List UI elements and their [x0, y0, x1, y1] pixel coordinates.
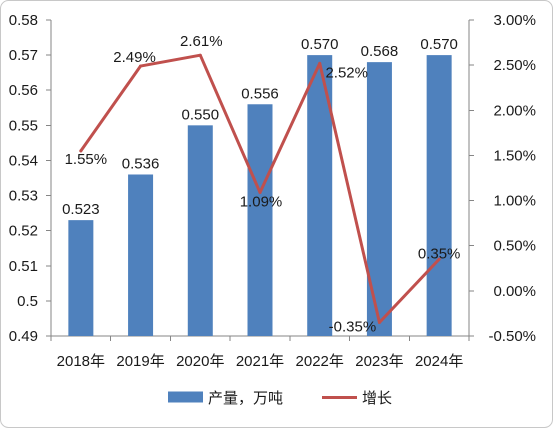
growth-point-2020: [198, 53, 202, 57]
bar-label-2024: 0.570: [420, 36, 458, 53]
y-tick-label: 0.55: [9, 117, 38, 134]
growth-point-2021: [258, 190, 262, 194]
data-labels: 0.523 0.536 0.550 0.556 0.570 0.568 0.570 1.55%…: [62, 33, 460, 335]
growth-label-2019: 2.49%: [113, 49, 156, 66]
x-tick-label-2018: 2018年: [57, 353, 105, 370]
growth-label-2023: -0.35%: [329, 318, 377, 335]
x-tick-label-2020: 2020年: [176, 353, 224, 370]
y-tick-label: 0.5: [17, 293, 38, 310]
x-tick-label-2019: 2019年: [116, 353, 164, 370]
y-tick-label: 0.56: [9, 82, 38, 99]
y-tick-label: 0.54: [9, 152, 38, 169]
y-tick-label: 0.51: [9, 258, 38, 275]
bar-2024: [426, 55, 452, 336]
bar-label-2021: 0.556: [241, 85, 279, 102]
y-tick-label: 0.49: [9, 328, 38, 345]
growth-label-2021: 1.09%: [240, 193, 283, 210]
y-tick-label: 0.53: [9, 188, 38, 205]
legend-label-production: 产量，万吨: [208, 390, 283, 407]
y-tick-label: 0.58: [9, 12, 38, 29]
bar-2020: [187, 125, 213, 336]
bar-series: [68, 55, 452, 337]
growth-point-2022: [318, 61, 322, 65]
bar-label-2023: 0.568: [361, 43, 399, 60]
growth-point-2019: [139, 64, 143, 68]
growth-label-2020: 2.61%: [180, 33, 223, 50]
growth-label-2024: 0.35%: [418, 245, 461, 262]
x-tick-label-2021: 2021年: [236, 353, 284, 370]
y2-tick-label: 0.50%: [493, 238, 536, 255]
line-series: [79, 53, 441, 324]
axes: 0.49 0.5 0.51 0.52 0.53 0.54 0.55 0.56 0.57 0.58 -…: [9, 12, 536, 370]
growth-point-2024: [437, 257, 441, 261]
bar-2021: [247, 104, 273, 337]
growth-point-2018: [79, 149, 83, 153]
y2-tick-label: 1.00%: [493, 193, 536, 210]
bar-label-2022: 0.570: [301, 36, 339, 53]
legend-label-growth: 增长: [362, 390, 392, 407]
y-tick-label: 0.57: [9, 47, 38, 64]
growth-point-2023: [377, 320, 381, 324]
legend-swatch-production: [168, 391, 203, 403]
legend: 产量，万吨 增长: [168, 390, 392, 407]
y-tick-label: 0.52: [9, 223, 38, 240]
bar-2018: [68, 220, 94, 336]
bar-2019: [128, 174, 154, 336]
y2-tick-label: 3.00%: [493, 12, 536, 29]
y2-tick-label: -0.50%: [488, 328, 536, 345]
bar-label-2018: 0.523: [62, 201, 100, 218]
y2-tick-label: 1.50%: [493, 147, 536, 164]
bar-2023: [366, 62, 392, 337]
growth-label-2018: 1.55%: [65, 151, 108, 168]
x-tick-label-2022: 2022年: [296, 353, 344, 370]
bar-label-2020: 0.550: [182, 106, 220, 123]
y2-tick-label: 2.00%: [493, 102, 536, 119]
x-tick-label-2024: 2024年: [415, 353, 463, 370]
bar-label-2019: 0.536: [122, 155, 160, 172]
y2-tick-label: 2.50%: [493, 57, 536, 74]
growth-label-2022: 2.52%: [325, 64, 368, 81]
y2-tick-label: 0.00%: [493, 283, 536, 300]
x-tick-label-2023: 2023年: [355, 353, 403, 370]
